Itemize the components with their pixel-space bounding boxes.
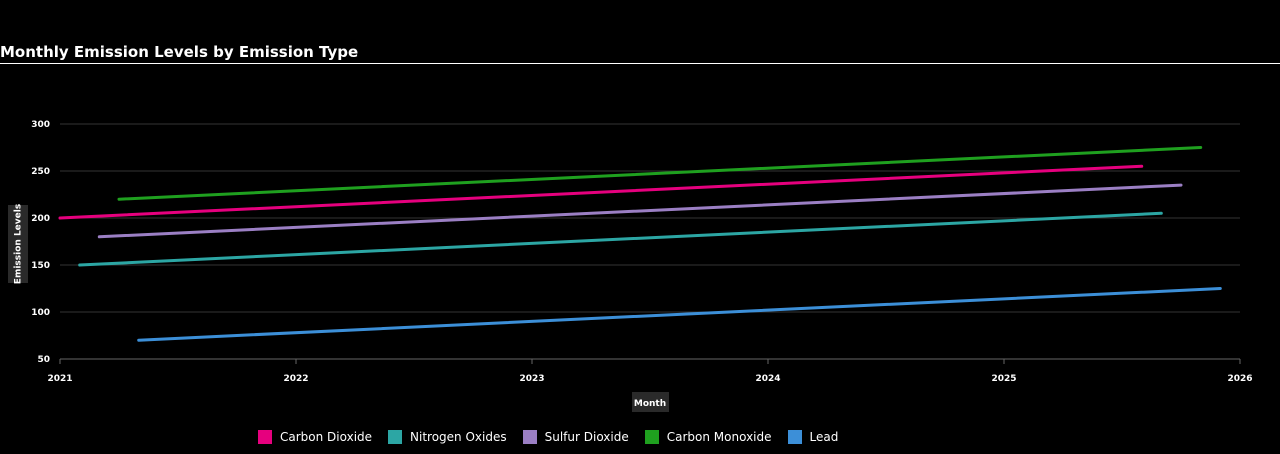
x-tick-label: 2023 bbox=[519, 374, 544, 384]
grid-lines bbox=[60, 123, 1240, 360]
y-tick-label: 200 bbox=[31, 214, 50, 224]
title-divider bbox=[0, 63, 1280, 64]
x-tick-label: 2021 bbox=[47, 374, 72, 384]
x-tick-label: 2022 bbox=[283, 374, 308, 384]
legend-label: Nitrogen Oxides bbox=[410, 430, 507, 444]
series-line bbox=[78, 211, 1163, 267]
legend-label: Carbon Monoxide bbox=[666, 430, 772, 444]
legend-label: Sulfur Dioxide bbox=[544, 430, 629, 444]
y-axis-ticks: 50 100 150 200 250 300 bbox=[31, 120, 50, 365]
y-tick-label: 250 bbox=[31, 167, 50, 177]
series-line bbox=[137, 287, 1222, 342]
legend-item[interactable]: Carbon Dioxide bbox=[258, 430, 372, 444]
legend-item[interactable]: Sulfur Dioxide bbox=[522, 430, 629, 444]
x-tick-label: 2024 bbox=[755, 374, 780, 384]
x-axis-label-box: Month bbox=[632, 392, 669, 412]
y-tick-label: 50 bbox=[37, 355, 50, 365]
y-tick-label: 150 bbox=[31, 261, 50, 271]
legend-swatch bbox=[644, 430, 659, 444]
series-line bbox=[58, 164, 1144, 220]
legend-swatch bbox=[522, 430, 537, 444]
chart-legend: Carbon Dioxide Nitrogen Oxides Sulfur Diox… bbox=[258, 430, 838, 444]
y-axis-label: Emission Levels bbox=[14, 204, 24, 284]
y-axis-label-box: Emission Levels bbox=[8, 204, 28, 284]
y-tick-label: 100 bbox=[31, 308, 50, 318]
y-tick-label: 300 bbox=[31, 120, 50, 130]
legend-swatch bbox=[787, 430, 802, 444]
x-tick-label: 2026 bbox=[1227, 374, 1252, 384]
legend-swatch bbox=[258, 430, 272, 444]
series-line bbox=[117, 146, 1203, 201]
chart-title: Monthly Emission Levels by Emission Type bbox=[0, 43, 359, 61]
legend-label: Carbon Dioxide bbox=[280, 430, 373, 444]
series-line bbox=[97, 183, 1183, 239]
legend-item[interactable]: Nitrogen Oxides bbox=[388, 430, 507, 444]
x-tick-label: 2025 bbox=[991, 374, 1016, 384]
legend-swatch bbox=[388, 430, 403, 444]
series-lines bbox=[58, 146, 1222, 342]
x-axis-label: Month bbox=[634, 399, 666, 409]
legend-item[interactable]: Carbon Monoxide bbox=[644, 430, 772, 444]
x-axis-ticks: 2021 2022 2023 2024 2025 2026 bbox=[47, 359, 1253, 384]
legend-label: Lead bbox=[809, 430, 839, 444]
legend-item[interactable]: Lead bbox=[787, 430, 839, 444]
